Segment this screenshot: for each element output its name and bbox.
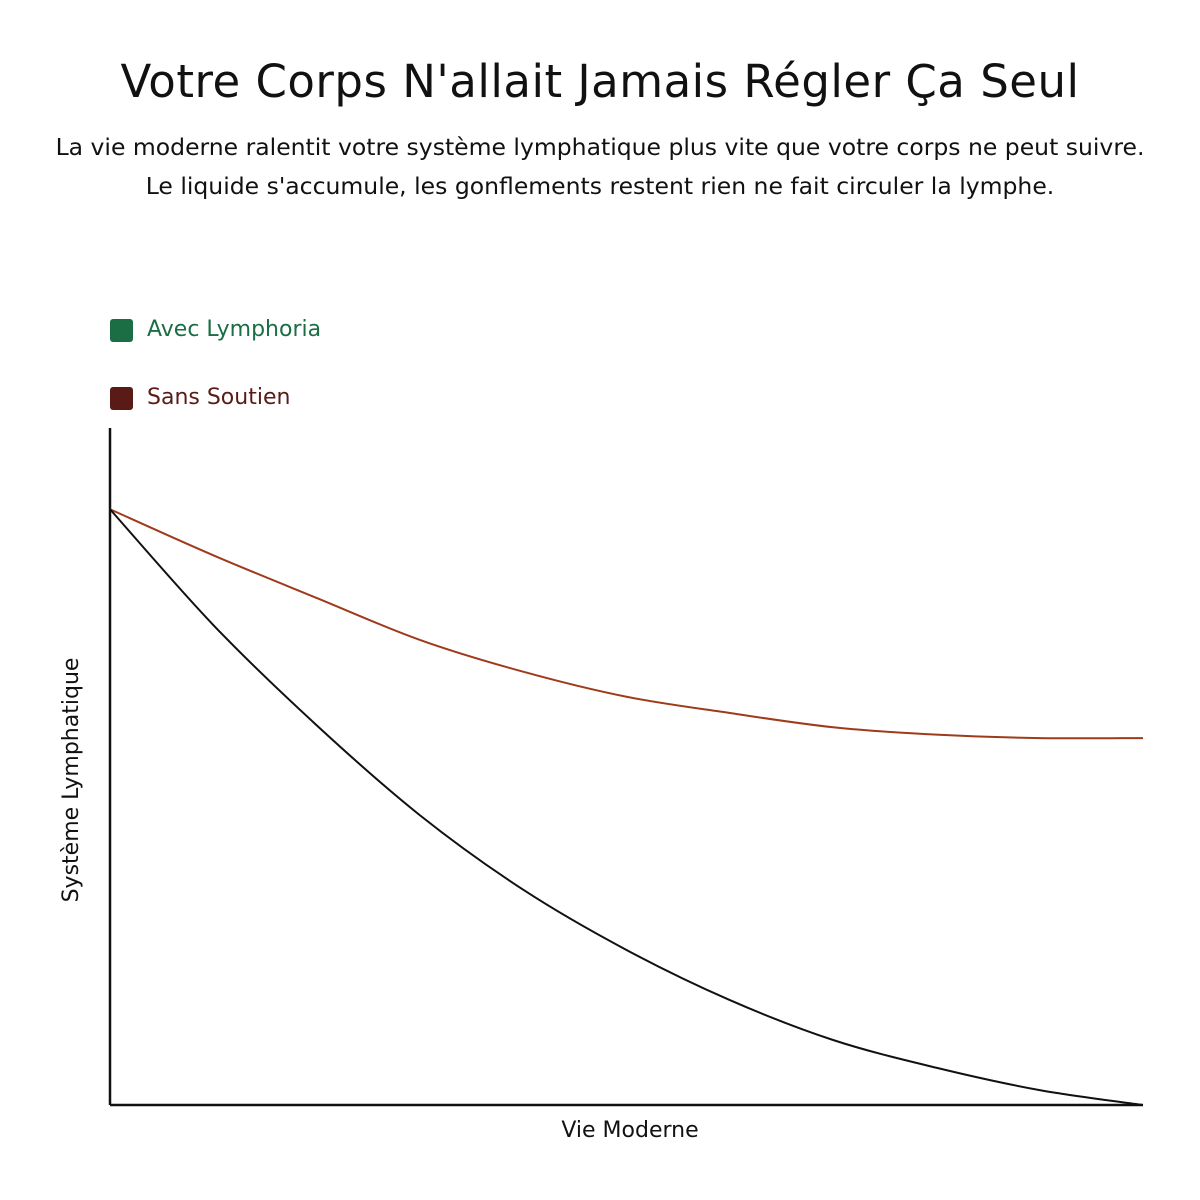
- series-line: [109, 508, 1144, 740]
- legend-swatch: [110, 387, 133, 410]
- title: Votre Corps N'allait Jamais Régler Ça Se…: [120, 55, 1080, 108]
- series-line: [109, 508, 1144, 1106]
- y-axis-label: Système Lymphatique: [59, 658, 84, 903]
- legend-swatch: [110, 319, 133, 342]
- legend-label: Avec Lymphoria: [147, 317, 321, 342]
- subtitle: La vie moderne ralentit votre système ly…: [55, 133, 1145, 200]
- x-axis-label: Vie Moderne: [561, 1118, 698, 1143]
- legend-label: Sans Soutien: [147, 385, 290, 410]
